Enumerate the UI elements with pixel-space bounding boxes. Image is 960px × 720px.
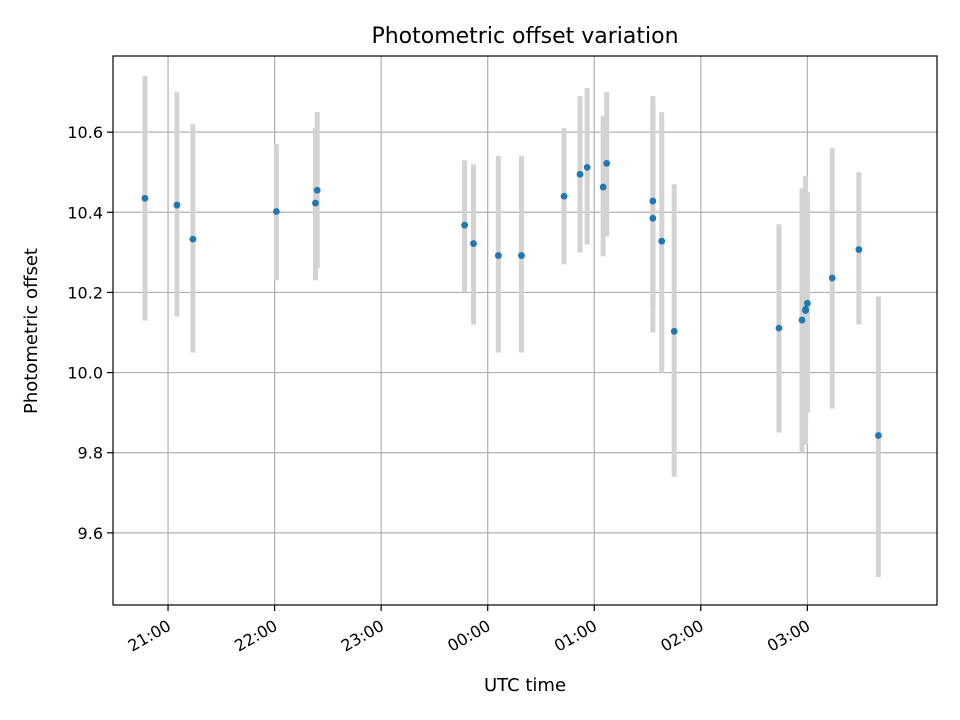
data-point [599, 183, 607, 191]
data-point [874, 432, 882, 439]
data-point [658, 237, 666, 245]
marker-layer [141, 159, 882, 439]
tick-layer: 21:00 22:00 23:00 00:00 01:00 02:00 03:009.69.… [67, 123, 813, 655]
data-point [313, 186, 321, 194]
data-point [494, 252, 502, 259]
data-point [272, 208, 280, 215]
data-point [775, 324, 783, 332]
y-tick-label: 9.6 [78, 524, 103, 543]
data-point [312, 199, 319, 207]
data-point [803, 299, 811, 307]
data-point [583, 164, 591, 171]
data-point [855, 246, 863, 253]
chart-title: Photometric offset variation [371, 24, 678, 49]
data-point [141, 194, 149, 202]
data-point [560, 192, 568, 200]
data-point [189, 235, 197, 243]
data-point [461, 221, 469, 229]
data-point [670, 327, 678, 335]
plot-area-frame [112, 55, 938, 606]
data-point [576, 170, 584, 178]
data-point [470, 240, 477, 247]
data-point [649, 197, 657, 205]
y-tick-label: 10.4 [67, 203, 103, 222]
data-point [603, 159, 611, 167]
y-axis-label: Photometric offset [21, 248, 42, 414]
data-point [173, 201, 181, 209]
y-tick-label: 9.8 [78, 444, 103, 463]
data-point [518, 252, 525, 259]
data-point [828, 274, 836, 282]
y-tick-label: 10.6 [67, 123, 103, 142]
y-tick-label: 10.0 [67, 364, 103, 383]
data-point [649, 214, 657, 222]
data-point [798, 316, 806, 324]
x-axis-label: UTC time [484, 675, 566, 696]
y-tick-label: 10.2 [67, 283, 103, 302]
data-point [802, 305, 809, 313]
